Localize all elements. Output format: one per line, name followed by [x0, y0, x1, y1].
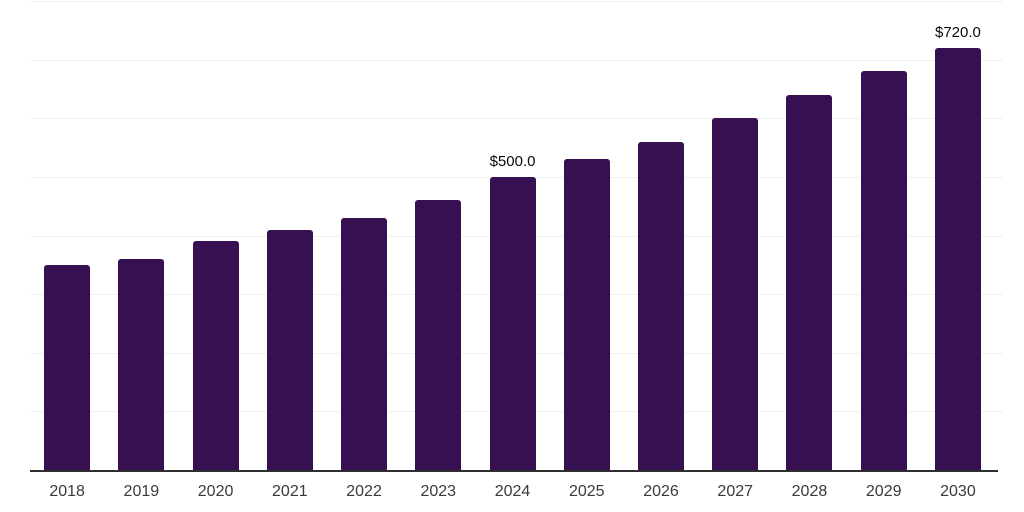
bar-2023	[415, 200, 462, 470]
x-tick-label-2029: 2029	[865, 483, 902, 500]
bar-column-2019	[104, 0, 178, 470]
bar-value-label-2024: $500.0	[489, 152, 536, 170]
x-tick-label-2018: 2018	[49, 483, 85, 500]
bar-column-2023	[401, 0, 475, 470]
x-tick-label-2024: 2024	[494, 483, 531, 500]
x-tick-label-2021: 2021	[272, 483, 308, 500]
bar-2028	[786, 94, 833, 470]
x-tick-label-2025: 2025	[568, 483, 605, 500]
bar-2018	[44, 264, 91, 470]
x-axis-labels: 2018 2019 2020 2021 2022 2023 2024 2025 2026 2027…	[30, 472, 995, 501]
bar-2024	[489, 176, 536, 470]
gridline-800	[30, 1, 1003, 2]
bar-2030	[934, 47, 981, 470]
bar-column-2029	[847, 0, 921, 470]
bar-column-2022	[327, 0, 401, 470]
bar-2025	[563, 159, 610, 470]
gridline-700	[30, 59, 1003, 61]
bar-column-2025	[550, 0, 624, 470]
bars-row: $500.0 $720.0	[30, 0, 995, 470]
bar-column-2024: $500.0	[475, 0, 549, 470]
bar-column-2026	[624, 0, 698, 470]
bar-2027	[712, 118, 759, 470]
x-tick-label-2027: 2027	[717, 483, 754, 500]
x-tick-label-2020: 2020	[197, 483, 234, 500]
bar-column-2028	[772, 0, 846, 470]
bar-2020	[192, 241, 239, 470]
bar-2019	[118, 258, 165, 470]
x-tick-label-2030: 2030	[940, 483, 976, 500]
bar-2022	[341, 217, 388, 470]
plot-area: $500.0 $720.0	[30, 0, 1003, 470]
bar-2026	[637, 141, 684, 470]
bar-column-2027	[698, 0, 772, 470]
x-axis-line	[30, 470, 998, 472]
bar-column-2018	[30, 0, 104, 470]
bar-2021	[266, 229, 313, 470]
x-tick-label-2026: 2026	[643, 483, 679, 500]
x-tick-label-2028: 2028	[791, 483, 828, 500]
bar-column-2020	[178, 0, 252, 470]
x-tick-label-2022: 2022	[346, 483, 382, 500]
bar-column-2030: $720.0	[921, 0, 995, 470]
x-tick-label-2019: 2019	[123, 483, 160, 500]
gridline-600	[30, 118, 1003, 120]
bar-value-label-2030: $720.0	[934, 23, 981, 41]
bar-column-2021	[253, 0, 327, 470]
bar-2029	[860, 71, 907, 470]
x-tick-label-2023: 2023	[420, 483, 457, 500]
